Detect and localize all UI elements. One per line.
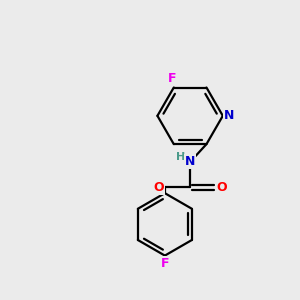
Text: H: H	[176, 152, 186, 162]
Text: N: N	[224, 109, 235, 122]
Text: O: O	[154, 181, 164, 194]
Text: F: F	[160, 257, 169, 270]
Text: N: N	[185, 155, 195, 169]
Text: F: F	[168, 72, 176, 85]
Text: O: O	[216, 181, 226, 194]
